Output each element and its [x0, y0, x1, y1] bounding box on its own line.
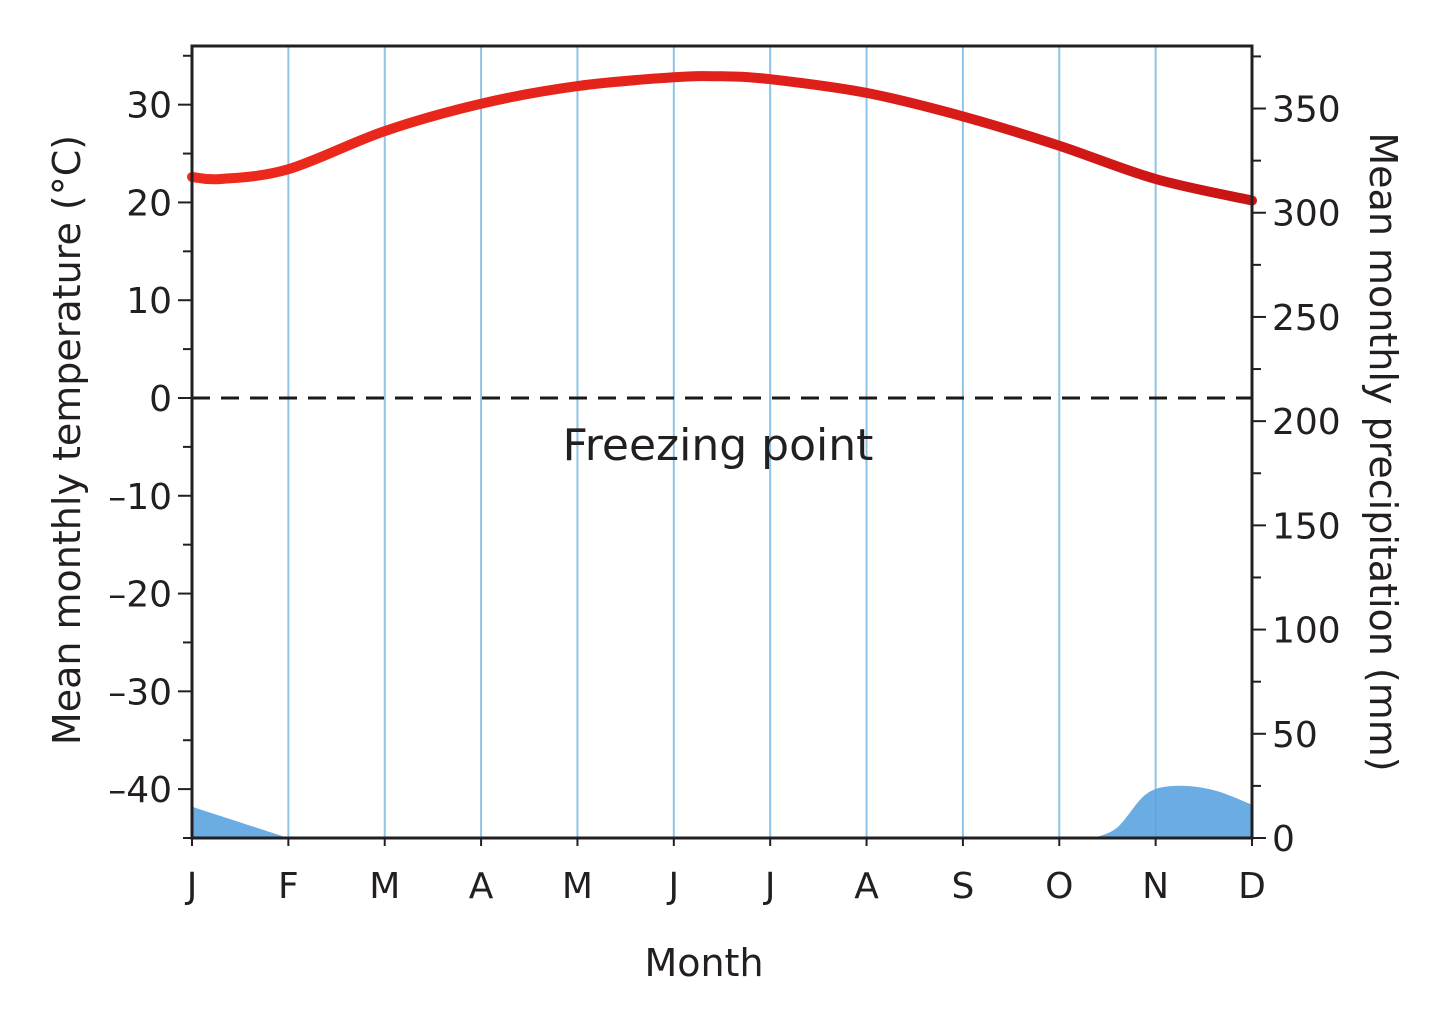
month-label: O: [1045, 866, 1073, 907]
month-label: A: [854, 866, 879, 907]
month-label: M: [562, 866, 593, 907]
x-axis-title: Month: [644, 941, 763, 985]
month-label: S: [951, 866, 974, 907]
right-axis-title: Mean monthly precipitation (mm): [1361, 132, 1405, 771]
left-tick-label: 30: [126, 86, 172, 127]
right-tick-label: 0: [1272, 819, 1295, 860]
left-axis-title: Mean monthly temperature (°C): [45, 135, 89, 745]
right-tick-label: 50: [1272, 715, 1318, 756]
right-tick-label: 100: [1272, 611, 1341, 652]
month-label: N: [1142, 866, 1169, 907]
right-tick-label: 150: [1272, 506, 1341, 547]
temperature-line: [187, 71, 1257, 206]
right-tick-label: 250: [1272, 298, 1341, 339]
right-tick-label: 350: [1272, 90, 1341, 131]
month-label: A: [469, 866, 494, 907]
precipitation-area-layer: [192, 785, 1252, 838]
precipitation-area: [192, 806, 289, 838]
left-tick-label: –30: [108, 672, 172, 713]
left-tick-label: 20: [126, 183, 172, 224]
left-tick-label: –10: [108, 477, 172, 518]
left-tick-label: 10: [126, 281, 172, 322]
left-tick-label: –20: [108, 575, 172, 616]
month-label: J: [763, 866, 776, 907]
freezing-point-annotation: Freezing point: [563, 420, 874, 471]
temperature-line-layer: [187, 71, 1257, 206]
month-label: J: [185, 866, 198, 907]
month-label: M: [369, 866, 400, 907]
right-tick-label: 200: [1272, 402, 1341, 443]
grid-lines: [287, 46, 1157, 838]
month-label: F: [278, 866, 299, 907]
left-tick-label: 0: [149, 379, 172, 420]
precipitation-area: [1093, 785, 1252, 838]
right-tick-label: 300: [1272, 194, 1341, 235]
left-tick-label: –40: [108, 770, 172, 811]
plot-frame: [190, 44, 1254, 840]
month-label: J: [667, 866, 680, 907]
right-axis-ticks: 350 300 250 200 150 100 50 0: [1252, 55, 1341, 860]
month-label: D: [1238, 866, 1266, 907]
plot-frame-layer: [190, 44, 1254, 840]
left-axis-ticks: 30 20 10 0 –10 –20 –30 –40: [108, 54, 192, 839]
